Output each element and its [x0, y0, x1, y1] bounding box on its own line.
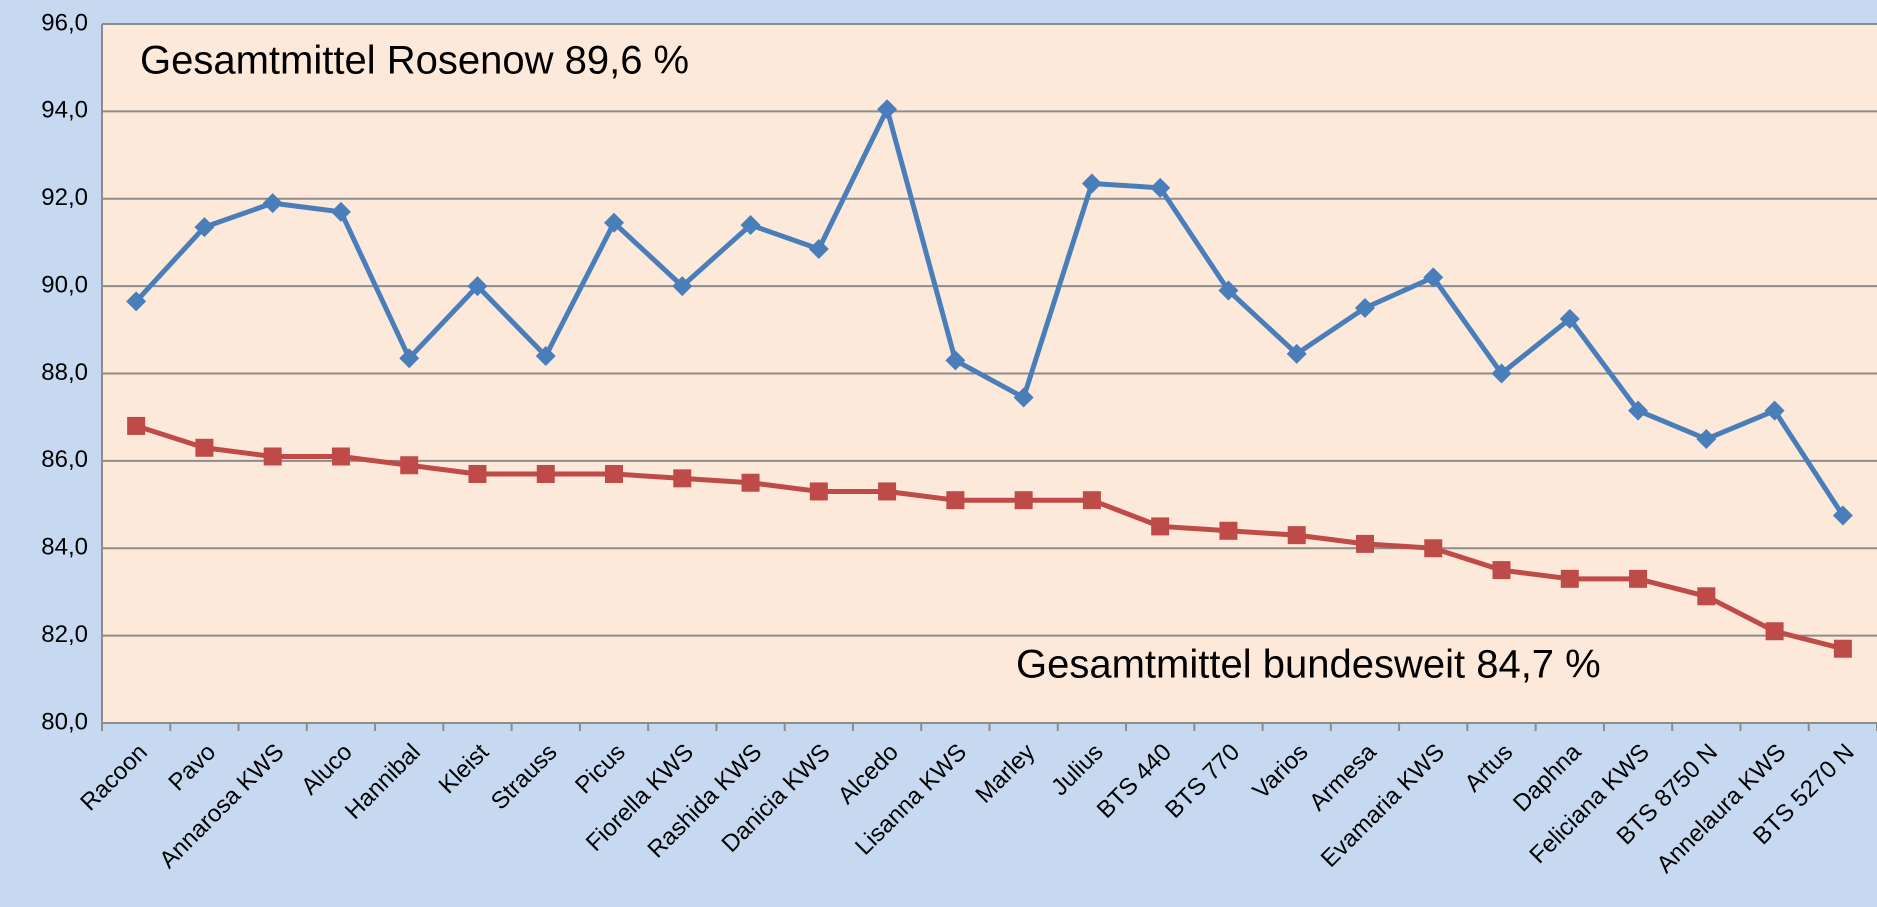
marker [1287, 526, 1306, 545]
series-line [135, 423, 1844, 652]
y-tick-label: 96,0 [41, 9, 88, 36]
marker [1697, 587, 1716, 606]
marker [1082, 491, 1101, 510]
marker [877, 99, 898, 120]
y-tick-label: 84,0 [41, 534, 88, 561]
marker [195, 438, 214, 457]
marker [672, 276, 693, 297]
marker [1013, 387, 1034, 408]
marker [946, 491, 965, 510]
marker [1491, 363, 1512, 384]
marker [808, 238, 829, 259]
marker [1560, 569, 1579, 588]
y-tick-label: 82,0 [41, 621, 88, 648]
annotation: Gesamtmittel bundesweit 84,7 % [1016, 643, 1601, 687]
marker [194, 217, 215, 238]
marker [1559, 308, 1580, 329]
y-tick-label: 86,0 [41, 446, 88, 473]
marker [740, 214, 761, 235]
marker [604, 212, 625, 233]
marker [126, 291, 147, 312]
marker [1286, 343, 1307, 364]
marker [1219, 521, 1238, 540]
marker [945, 350, 966, 371]
marker [1765, 622, 1784, 641]
marker [262, 193, 283, 214]
marker [400, 456, 419, 475]
marker [1355, 534, 1374, 553]
marker [1151, 517, 1170, 536]
marker [1014, 491, 1033, 510]
y-tick-label: 94,0 [41, 97, 88, 124]
marker [741, 473, 760, 492]
marker [263, 447, 282, 466]
marker [1423, 267, 1444, 288]
marker [1764, 400, 1785, 421]
marker [1218, 280, 1239, 301]
marker [331, 447, 350, 466]
marker [1629, 569, 1648, 588]
marker [1628, 400, 1649, 421]
marker [1492, 561, 1511, 580]
y-tick-label: 88,0 [41, 359, 88, 386]
series-line [134, 106, 1845, 517]
marker [673, 469, 692, 488]
marker [1696, 429, 1717, 450]
y-tick-label: 80,0 [41, 708, 88, 735]
marker [467, 276, 488, 297]
annotation: Gesamtmittel Rosenow 89,6 % [140, 39, 689, 83]
marker [535, 346, 556, 367]
marker [1833, 639, 1852, 658]
marker [536, 464, 555, 483]
marker [1424, 539, 1443, 558]
marker [468, 464, 487, 483]
marker [330, 201, 351, 222]
marker [399, 348, 420, 369]
y-tick-label: 92,0 [41, 184, 88, 211]
marker [809, 482, 828, 501]
marker [1081, 173, 1102, 194]
y-tick-label: 90,0 [41, 271, 88, 298]
marker [878, 482, 897, 501]
marker [1150, 177, 1171, 198]
marker [127, 416, 146, 435]
marker [1832, 505, 1853, 526]
marker [605, 464, 624, 483]
marker [1354, 297, 1375, 318]
